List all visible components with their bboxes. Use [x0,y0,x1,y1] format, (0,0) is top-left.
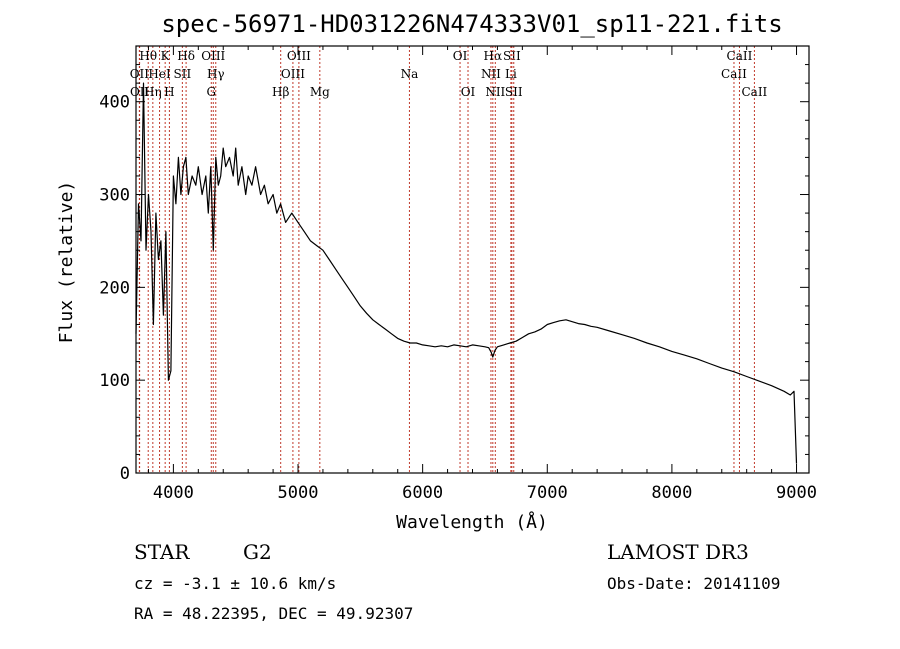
x-tick-label-4: 8000 [651,483,692,503]
line-label-20: Hα [484,49,503,63]
x-tick-label-3: 7000 [527,483,568,503]
x-tick-label-5: 9000 [776,483,817,503]
line-label-15: Mg [310,85,330,99]
line-label-27: CaII [741,85,767,99]
line-label-4: HeI [148,67,171,81]
y-tick-label-2: 200 [99,278,130,298]
line-label-19: NII [481,67,501,81]
subclass: G2 [243,540,272,564]
line-label-16: Na [401,67,419,81]
plot-frame [135,45,810,474]
line-label-2: OII [130,85,150,99]
line-label-25: CaII [721,67,747,81]
line-label-5: K [161,49,171,63]
x-tick-label-0: 4000 [153,483,194,503]
line-label-13: OIII [281,67,305,81]
line-label-6: H [164,85,174,99]
spectrum-series [135,82,798,464]
line-label-18: OI [461,85,476,99]
line-label-14: OIII [287,49,311,63]
y-axis-label: Flux (relative) [56,181,77,344]
redshift-value: cz = -3.1 ± 10.6 km/s [134,574,337,593]
y-tick-label-0: 0 [120,464,130,484]
x-axis-label: Wavelength (Å) [396,511,548,533]
coordinates: RA = 48.22395, DEC = 49.92307 [134,604,414,623]
y-tick-label-1: 100 [99,371,130,391]
x-tick-label-2: 6000 [402,483,443,503]
x-tick-label-1: 5000 [278,483,319,503]
spectrum-line-0 [135,82,798,464]
line-label-24: SII [505,85,523,99]
object-class: STAR [134,540,190,564]
y-tick-label-3: 300 [99,186,130,206]
plot-axes: 4000 5000 6000 7000 8000 9000 0 100 200 300 400 [99,45,817,503]
chart-title: spec-56971-HD031226N474333V01_sp11-221.f… [161,10,782,38]
line-label-11: G [206,85,216,99]
line-label-21: NII [485,85,505,99]
line-label-23: Li [505,67,517,81]
line-label-0: Hθ [139,49,157,63]
line-label-12: Hβ [272,85,289,99]
line-label-22: SII [503,49,521,63]
line-label-7: SII [174,67,192,81]
obs-date: Obs-Date: 20141109 [607,574,781,593]
line-label-17: OI [453,49,468,63]
y-tick-label-4: 400 [99,93,130,113]
line-label-10: Hγ [207,67,225,81]
line-label-8: Hδ [177,49,195,63]
line-label-9: OIII [201,49,225,63]
survey-name: LAMOST DR3 [607,540,749,564]
line-label-3: Hη [144,85,162,99]
line-label-26: CaII [727,49,753,63]
